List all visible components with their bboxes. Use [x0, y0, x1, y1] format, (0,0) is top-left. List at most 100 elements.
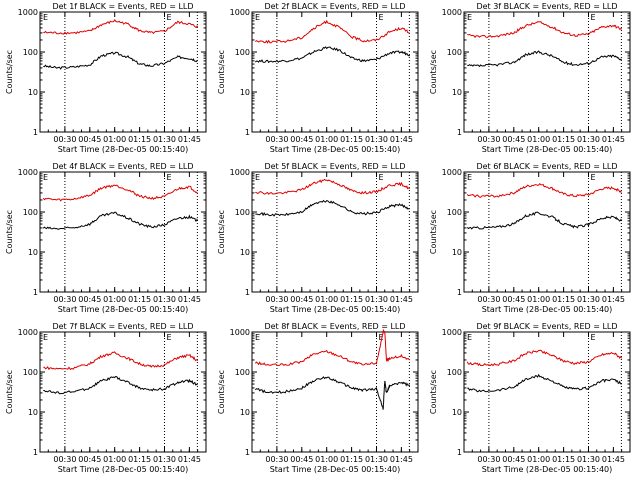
- x-tick-label: 01:30: [153, 135, 176, 144]
- x-tick-label: 01:45: [178, 295, 201, 304]
- panel-title: Det 3f BLACK = Events, RED = LLD: [476, 2, 617, 11]
- y-tick-label: 1000: [230, 168, 250, 177]
- y-axis-label: Counts/sec: [217, 370, 226, 414]
- y-tick-label: 1: [457, 128, 462, 137]
- events-series-line: [467, 50, 622, 68]
- x-tick-label: 00:45: [78, 135, 101, 144]
- panel-title: Det 7f BLACK = Events, RED = LLD: [52, 322, 193, 331]
- x-axis-label: Start Time (28-Dec-05 00:15:40): [482, 145, 613, 154]
- lld-series-line: [466, 349, 623, 367]
- x-tick-label: 01:00: [103, 135, 126, 144]
- x-tick-label: 00:45: [502, 135, 525, 144]
- y-tick-label: 1000: [230, 328, 250, 337]
- x-tick-label: 01:00: [315, 295, 338, 304]
- x-tick-label: 01:45: [602, 295, 625, 304]
- y-tick-label: 100: [447, 48, 462, 57]
- x-tick-label: 01:00: [527, 295, 550, 304]
- panel-title: Det 5f BLACK = Events, RED = LLD: [264, 162, 405, 171]
- x-tick-label: 01:30: [365, 295, 388, 304]
- x-tick-label: 00:30: [53, 295, 76, 304]
- e-marker: E: [166, 173, 171, 182]
- events-series-line: [254, 46, 411, 64]
- x-tick-label: 01:00: [527, 455, 550, 464]
- x-tick-label: 00:30: [265, 295, 288, 304]
- panel-title: Det 8f BLACK = Events, RED = LLD: [264, 322, 405, 331]
- x-tick-label: 01:30: [577, 135, 600, 144]
- x-tick-label: 01:30: [153, 455, 176, 464]
- x-tick-label: 01:15: [340, 135, 363, 144]
- x-tick-label: 01:45: [602, 135, 625, 144]
- events-series-line: [43, 375, 198, 395]
- y-tick-label: 10: [28, 88, 38, 97]
- e-marker: E: [43, 13, 48, 22]
- e-marker: E: [255, 13, 260, 22]
- x-tick-label: 01:45: [178, 135, 201, 144]
- events-series-line: [42, 211, 199, 230]
- y-axis-label: Counts/sec: [429, 50, 438, 94]
- x-tick-label: 00:45: [290, 455, 313, 464]
- y-tick-label: 1000: [18, 328, 38, 337]
- x-tick-label: 01:00: [315, 455, 338, 464]
- x-tick-label: 00:30: [477, 295, 500, 304]
- e-marker: E: [166, 333, 171, 342]
- panel-title: Det 9f BLACK = Events, RED = LLD: [476, 322, 617, 331]
- y-tick-label: 1000: [442, 8, 462, 17]
- x-tick-label: 01:30: [153, 295, 176, 304]
- x-axis-label: Start Time (28-Dec-05 00:15:40): [270, 465, 401, 474]
- x-tick-label: 00:45: [502, 455, 525, 464]
- y-tick-label: 100: [447, 208, 462, 217]
- x-axis-label: Start Time (28-Dec-05 00:15:40): [270, 305, 401, 314]
- x-tick-label: 01:45: [390, 295, 413, 304]
- detector-panel-8: Det 8f BLACK = Events, RED = LLD 1 10 100 10…: [217, 322, 419, 474]
- lld-series-line: [255, 178, 411, 195]
- e-marker: E: [166, 13, 171, 22]
- events-series-line: [254, 376, 411, 410]
- x-tick-label: 01:15: [128, 455, 151, 464]
- x-tick-label: 00:30: [265, 455, 288, 464]
- y-tick-label: 1: [457, 448, 462, 457]
- y-tick-label: 100: [447, 368, 462, 377]
- e-marker: E: [255, 173, 260, 182]
- events-series-line: [43, 51, 198, 70]
- e-marker: E: [378, 333, 383, 342]
- x-tick-label: 00:30: [53, 135, 76, 144]
- y-tick-label: 1000: [18, 168, 38, 177]
- x-tick-label: 00:30: [477, 455, 500, 464]
- x-tick-label: 01:45: [390, 135, 413, 144]
- x-tick-label: 01:15: [552, 135, 575, 144]
- y-tick-label: 1000: [442, 328, 462, 337]
- x-axis-label: Start Time (28-Dec-05 00:15:40): [482, 465, 613, 474]
- y-axis-label: Counts/sec: [217, 210, 226, 254]
- x-axis-label: Start Time (28-Dec-05 00:15:40): [270, 145, 401, 154]
- y-tick-label: 100: [235, 48, 250, 57]
- y-tick-label: 100: [23, 368, 38, 377]
- x-tick-label: 00:45: [78, 295, 101, 304]
- detector-panel-5: Det 5f BLACK = Events, RED = LLD 1 10 100 10…: [217, 162, 419, 314]
- y-tick-label: 10: [240, 248, 250, 257]
- e-marker: E: [378, 13, 383, 22]
- x-tick-label: 01:45: [602, 455, 625, 464]
- y-tick-label: 10: [28, 408, 38, 417]
- y-tick-label: 10: [452, 88, 462, 97]
- x-tick-label: 01:30: [577, 295, 600, 304]
- x-tick-label: 01:45: [390, 455, 413, 464]
- x-axis-label: Start Time (28-Dec-05 00:15:40): [58, 465, 189, 474]
- panel-title: Det 4f BLACK = Events, RED = LLD: [52, 162, 193, 171]
- detector-panel-3: Det 3f BLACK = Events, RED = LLD 1 10 100 10…: [429, 2, 631, 154]
- x-axis-label: Start Time (28-Dec-05 00:15:40): [482, 305, 613, 314]
- y-tick-label: 1: [245, 128, 250, 137]
- e-marker: E: [467, 173, 472, 182]
- lld-series-line: [467, 21, 623, 39]
- y-axis-label: Counts/sec: [217, 50, 226, 94]
- y-tick-label: 100: [23, 48, 38, 57]
- x-tick-label: 01:00: [103, 455, 126, 464]
- panel-title: Det 2f BLACK = Events, RED = LLD: [264, 2, 405, 11]
- e-marker: E: [590, 13, 595, 22]
- x-tick-label: 00:45: [502, 295, 525, 304]
- y-tick-label: 100: [23, 208, 38, 217]
- e-marker: E: [590, 333, 595, 342]
- y-tick-label: 10: [240, 408, 250, 417]
- x-tick-label: 01:00: [103, 295, 126, 304]
- e-marker: E: [378, 173, 383, 182]
